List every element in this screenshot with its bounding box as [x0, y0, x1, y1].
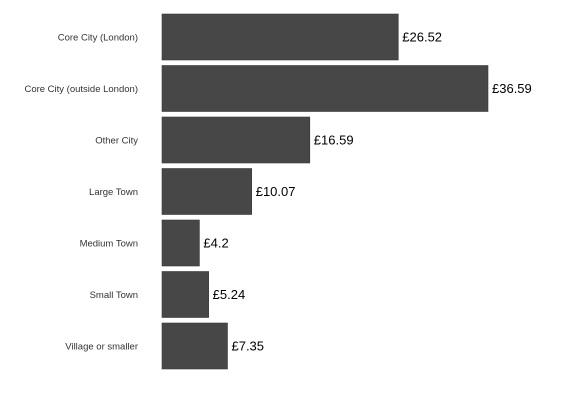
category-label-medium-town: Medium Town [80, 239, 138, 250]
category-label-core-city-london: Core City (London) [58, 33, 138, 44]
category-label-village-or-smaller: Village or smaller [65, 342, 138, 353]
bar-village-or-smaller [161, 322, 228, 370]
category-label-small-town: Small Town [90, 290, 138, 301]
category-label-core-city-outside-london: Core City (outside London) [24, 84, 138, 95]
category-label-other-city: Other City [95, 136, 138, 147]
value-label-large-town: £10.07 [256, 184, 296, 199]
value-labels-group: £26.52 £36.59 £16.59 £10.07 £4.2 £5.24 £7.35 [203, 30, 531, 354]
bar-core-city-outside-london [161, 65, 489, 112]
value-label-core-city-outside-london: £36.59 [492, 81, 532, 96]
bar-small-town [161, 271, 209, 318]
category-axis-labels: Core City (London) Core City (outside Lon… [24, 33, 138, 353]
value-label-other-city: £16.59 [314, 133, 354, 148]
bar-other-city [161, 116, 311, 164]
bars-group [161, 13, 489, 370]
bar-medium-town [161, 219, 200, 267]
bar-core-city-london [161, 13, 399, 61]
bar-large-town [161, 168, 253, 215]
value-label-medium-town: £4.2 [203, 236, 228, 251]
value-label-village-or-smaller: £7.35 [231, 339, 264, 354]
value-label-core-city-london: £26.52 [402, 30, 442, 45]
value-label-small-town: £5.24 [213, 287, 246, 302]
category-label-large-town: Large Town [89, 187, 138, 198]
